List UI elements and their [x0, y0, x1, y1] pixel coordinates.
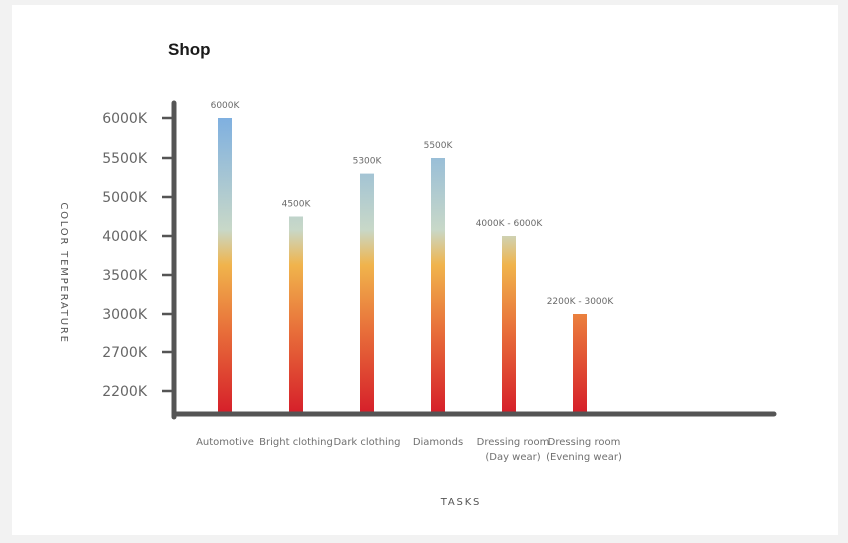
category-label: (Evening wear): [546, 452, 622, 463]
bar: [218, 118, 232, 412]
bar-value-label: 5500K: [424, 141, 454, 151]
bar-value-label: 2200K - 3000K: [547, 297, 615, 307]
y-tick-label: 5500K: [102, 151, 148, 167]
y-tick-label: 2700K: [102, 345, 148, 361]
y-tick-label: 6000K: [102, 111, 148, 127]
y-axis-title: COLOR TEMPERATURE: [58, 202, 69, 343]
y-tick-label: 2200K: [102, 384, 148, 400]
y-tick-label: 4000K: [102, 229, 148, 245]
bar-value-label: 4500K: [282, 200, 312, 210]
category-label: Diamonds: [413, 437, 463, 448]
bar: [431, 158, 445, 412]
bar: [360, 173, 374, 412]
category-label: Dark clothing: [333, 437, 400, 448]
x-axis-title: TASKS: [440, 497, 481, 508]
category-label: Dressing room: [477, 437, 550, 448]
category-label: (Day wear): [485, 452, 540, 463]
chart-title: Shop: [168, 40, 211, 59]
bar: [289, 216, 303, 412]
bar: [573, 314, 587, 412]
y-tick-label: 5000K: [102, 190, 148, 206]
bar-value-label: 6000K: [211, 101, 241, 111]
chart-card: Shop COLOR TEMPERATURE TASKS 6000K 5500K 5…: [12, 5, 838, 535]
bar-value-label: 5300K: [353, 157, 383, 167]
bar: [502, 236, 516, 412]
category-label: Automotive: [196, 437, 254, 448]
category-label: Bright clothing: [259, 437, 333, 448]
y-tick-label: 3500K: [102, 268, 148, 284]
bar-value-label: 4000K - 6000K: [476, 219, 544, 229]
category-label: Dressing room: [548, 437, 621, 448]
bar-chart: Shop COLOR TEMPERATURE TASKS 6000K 5500K 5…: [58, 40, 777, 508]
y-tick-label: 3000K: [102, 307, 148, 323]
